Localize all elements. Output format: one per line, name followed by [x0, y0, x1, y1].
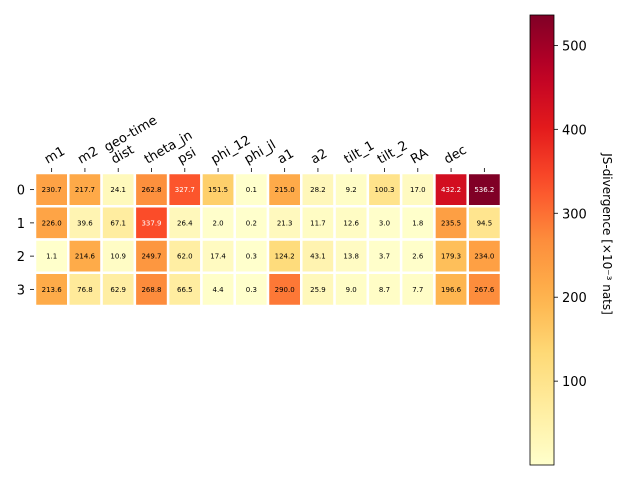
- cell-value-label: 26.4: [177, 219, 193, 227]
- cell-value-label: 8.7: [379, 286, 390, 294]
- cell-value-label: 0.3: [246, 286, 257, 294]
- cell-value-label: 268.8: [141, 286, 161, 294]
- y-tick-label: 3: [17, 283, 25, 298]
- cell-value-label: 17.0: [410, 186, 426, 194]
- cell-value-label: 1.8: [412, 219, 423, 227]
- cell-value-label: 1.1: [46, 253, 57, 261]
- heatmap-cell: [233, 271, 270, 308]
- cell-value-label: 213.6: [42, 286, 63, 294]
- heatmap-cell: [333, 171, 370, 208]
- x-tick-label: m1: [42, 144, 68, 167]
- heatmap-cell: [300, 271, 336, 308]
- cell-value-label: 230.7: [42, 186, 62, 194]
- cell-value-label: 9.2: [346, 186, 357, 194]
- cell-value-label: 235.5: [441, 219, 461, 227]
- x-tick-label: a2: [308, 146, 330, 167]
- colorbar: [529, 14, 555, 466]
- heatmap-cell: [200, 271, 236, 308]
- cell-value-label: 267.6: [474, 286, 495, 294]
- cell-value-label: 337.9: [141, 219, 161, 227]
- heatmap-cell: [300, 205, 336, 241]
- cell-value-label: 24.1: [110, 186, 126, 194]
- cell-value-label: 214.6: [75, 253, 96, 261]
- cell-value-label: 13.8: [343, 253, 359, 261]
- heatmap-cell: [100, 238, 137, 274]
- cell-value-label: 0.3: [246, 253, 257, 261]
- y-tick-label: 2: [17, 250, 25, 265]
- colorbar-tick-label: 200: [562, 291, 587, 306]
- cell-value-label: 226.0: [42, 219, 62, 227]
- cell-value-label: 217.7: [75, 186, 95, 194]
- colorbar-tick-label: 300: [562, 207, 587, 222]
- cell-value-label: 536.2: [474, 186, 494, 194]
- cell-value-label: 39.6: [77, 219, 93, 227]
- cell-value-label: 28.2: [310, 186, 326, 194]
- cell-value-label: 100.3: [374, 186, 394, 194]
- x-tick-label: a1: [275, 146, 297, 167]
- cell-value-label: 196.6: [441, 286, 462, 294]
- cell-value-label: 124.2: [275, 253, 295, 261]
- x-tick-label: dec: [442, 143, 470, 168]
- x-tick-label: RA: [408, 146, 431, 168]
- cell-value-label: 9.0: [346, 286, 357, 294]
- heatmap-cell: [166, 271, 203, 308]
- cell-value-label: 76.8: [77, 286, 93, 294]
- cell-value-label: 290.0: [275, 286, 295, 294]
- cell-value-label: 249.7: [141, 253, 161, 261]
- heatmap-cell: [399, 271, 436, 308]
- cell-value-label: 234.0: [474, 253, 494, 261]
- x-tick-label: tilt_2: [375, 138, 410, 167]
- cell-value-label: 2.0: [212, 219, 223, 227]
- heatmap-cell: [100, 205, 137, 241]
- cell-value-label: 7.7: [412, 286, 423, 294]
- colorbar-label: JS-divergence [×10⁻³ nats]: [600, 152, 614, 315]
- cell-value-label: 66.5: [177, 286, 193, 294]
- colorbar-tick-label: 400: [562, 123, 587, 138]
- heatmap-cell: [100, 271, 137, 308]
- cell-value-label: 151.5: [208, 186, 228, 194]
- cell-value-label: 12.6: [343, 219, 359, 227]
- cell-value-label: 0.1: [246, 186, 257, 194]
- cell-value-label: 262.8: [141, 186, 161, 194]
- cell-value-label: 25.9: [310, 286, 326, 294]
- x-tick-label: m2: [75, 144, 101, 167]
- cell-value-label: 179.3: [441, 253, 461, 261]
- cell-value-label: 67.1: [110, 219, 126, 227]
- cell-value-label: 215.0: [275, 186, 295, 194]
- colorbar-tick-label: 500: [562, 39, 587, 54]
- cell-value-label: 10.9: [110, 253, 126, 261]
- x-tick-label: tilt_1: [342, 138, 377, 167]
- y-tick-label: 1: [17, 217, 25, 232]
- cell-value-label: 43.1: [310, 253, 326, 261]
- cell-value-label: 94.5: [477, 219, 493, 227]
- heatmap-cell: [266, 238, 303, 274]
- cell-value-label: 327.7: [175, 186, 195, 194]
- colorbar-tick-label: 100: [562, 375, 587, 390]
- cell-value-label: 11.7: [310, 219, 326, 227]
- cell-value-label: 4.4: [212, 286, 224, 294]
- cell-value-label: 21.3: [277, 219, 293, 227]
- cell-value-label: 3.7: [379, 253, 390, 261]
- cell-value-label: 17.4: [210, 253, 226, 261]
- y-tick-label: 0: [17, 184, 25, 199]
- heatmap-cell: [166, 205, 203, 241]
- cell-value-label: 0.2: [246, 219, 257, 227]
- heatmap-cell: [466, 271, 503, 308]
- cell-value-label: 432.2: [441, 186, 461, 194]
- heatmap-cell: [433, 205, 469, 241]
- cell-value-label: 3.0: [379, 219, 390, 227]
- cell-value-label: 62.9: [110, 286, 126, 294]
- cell-value-label: 2.6: [412, 253, 424, 261]
- heatmap-cell: [266, 171, 303, 208]
- heatmap-cell: [133, 271, 170, 308]
- cell-value-label: 62.0: [177, 253, 193, 261]
